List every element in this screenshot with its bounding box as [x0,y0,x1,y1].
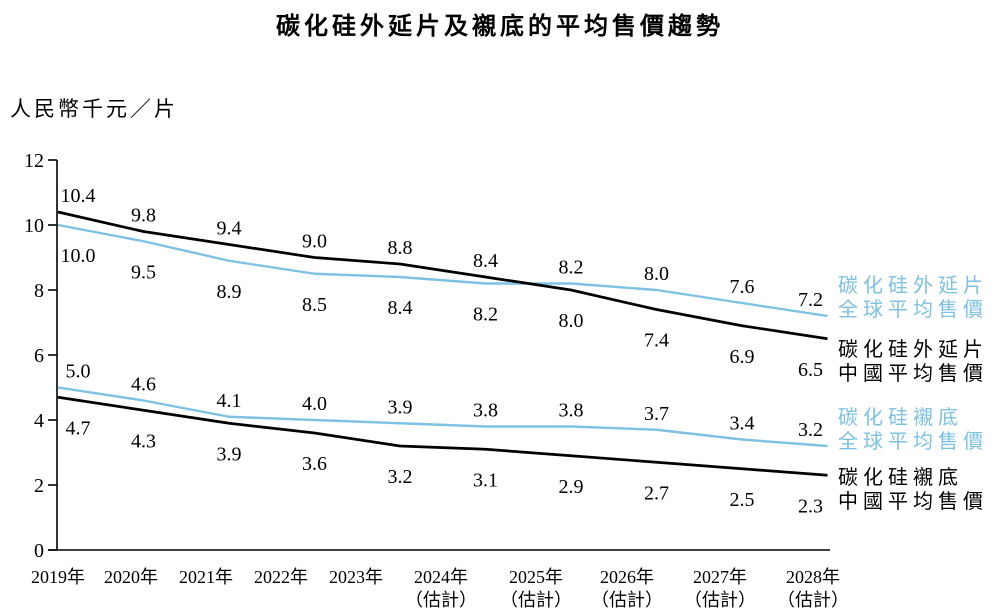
value-label: 8.8 [388,237,413,259]
y-tick-label: 10 [24,215,44,237]
x-tick-label: 2022年 [254,567,308,587]
value-label: 9.4 [217,218,242,240]
value-label: 3.2 [798,419,823,441]
x-tick-label: 2026年 [600,567,654,587]
value-label: 9.8 [131,205,156,227]
x-tick-label: 2028年 [786,567,840,587]
x-tick-label: 2027年 [693,567,747,587]
x-tick-label: 2020年 [104,567,158,587]
value-label: 3.2 [388,466,413,488]
value-label: 4.6 [131,374,156,396]
x-tick-label: 2025年 [509,567,563,587]
value-label: 5.0 [66,361,91,383]
value-label: 4.1 [217,390,242,412]
value-label: 3.9 [217,443,242,465]
value-label: 7.4 [644,330,669,352]
series-line-substrate-accent [57,386,828,448]
x-tick-note: （估計） [405,590,477,610]
x-tick-label: 2024年 [414,567,468,587]
x-tick-label: 2019年 [31,567,85,587]
legend-label: 全球平均售價 [838,299,988,321]
value-label: 10.4 [61,185,96,207]
value-label: 8.0 [644,263,669,285]
y-tick-label: 8 [34,280,44,302]
value-label: 6.9 [730,346,755,368]
value-label: 2.5 [730,489,755,511]
x-tick-note: （估計） [777,590,849,610]
y-tick-label: 6 [34,345,44,367]
y-axis-unit-label: 人民幣千元／片 [10,97,178,121]
series-line-substrate-china [57,395,828,477]
legend-label: 碳化硅外延片 [838,275,988,297]
value-label: 2.7 [644,482,669,504]
x-tick-note: （估計） [684,590,756,610]
value-label: 3.6 [302,453,327,475]
legend-epitaxial-global: 碳化硅外延片 全球平均售價 [838,274,1000,322]
value-label: 8.5 [302,294,327,316]
legend-substrate-global: 碳化硅襯底 全球平均售價 [838,406,1000,454]
value-label: 3.7 [644,403,669,425]
value-label: 2.3 [798,495,823,517]
x-tick-note: （估計） [500,590,572,610]
value-label: 6.5 [798,359,823,381]
legend-label: 碳化硅襯底 [838,467,963,489]
value-label: 8.4 [473,250,498,272]
chart-title: 碳化硅外延片及襯底的平均售價趨勢 [276,14,724,40]
legend-label: 中國平均售價 [838,363,988,385]
x-tick-label: 2021年 [179,567,233,587]
value-label: 2.9 [559,476,584,498]
value-label: 10.0 [61,245,96,267]
value-label: 7.6 [730,276,755,298]
value-label: 4.7 [66,417,91,439]
x-tick-note: （估計） [591,590,663,610]
legend-label: 中國平均售價 [838,491,988,513]
x-tick-label: 2023年 [329,567,383,587]
legend-epitaxial-china: 碳化硅外延片 中國平均售價 [838,338,1000,386]
legend-label: 全球平均售價 [838,431,988,453]
y-tick-label: 4 [34,410,44,432]
legend-substrate-china: 碳化硅襯底 中國平均售價 [838,466,1000,514]
value-label: 3.4 [730,413,755,435]
legend-label: 碳化硅外延片 [838,339,988,361]
value-label: 8.4 [388,297,413,319]
value-label: 8.2 [559,257,584,279]
legend-label: 碳化硅襯底 [838,407,963,429]
y-tick-label: 0 [34,540,44,562]
value-label: 8.2 [473,304,498,326]
value-label: 3.8 [559,400,584,422]
y-tick-label: 12 [24,150,44,172]
value-label: 7.2 [798,289,823,311]
value-label: 4.3 [131,430,156,452]
value-label: 8.0 [559,310,584,332]
series-line-epitaxial-accent [57,223,828,318]
value-label: 3.8 [473,400,498,422]
value-label: 3.9 [388,396,413,418]
value-label: 3.1 [473,469,498,491]
y-tick-label: 2 [34,475,44,497]
value-label: 9.5 [131,261,156,283]
value-label: 9.0 [302,231,327,253]
value-label: 4.0 [302,393,327,415]
series-line-epitaxial-china [57,210,828,341]
value-label: 8.9 [217,281,242,303]
